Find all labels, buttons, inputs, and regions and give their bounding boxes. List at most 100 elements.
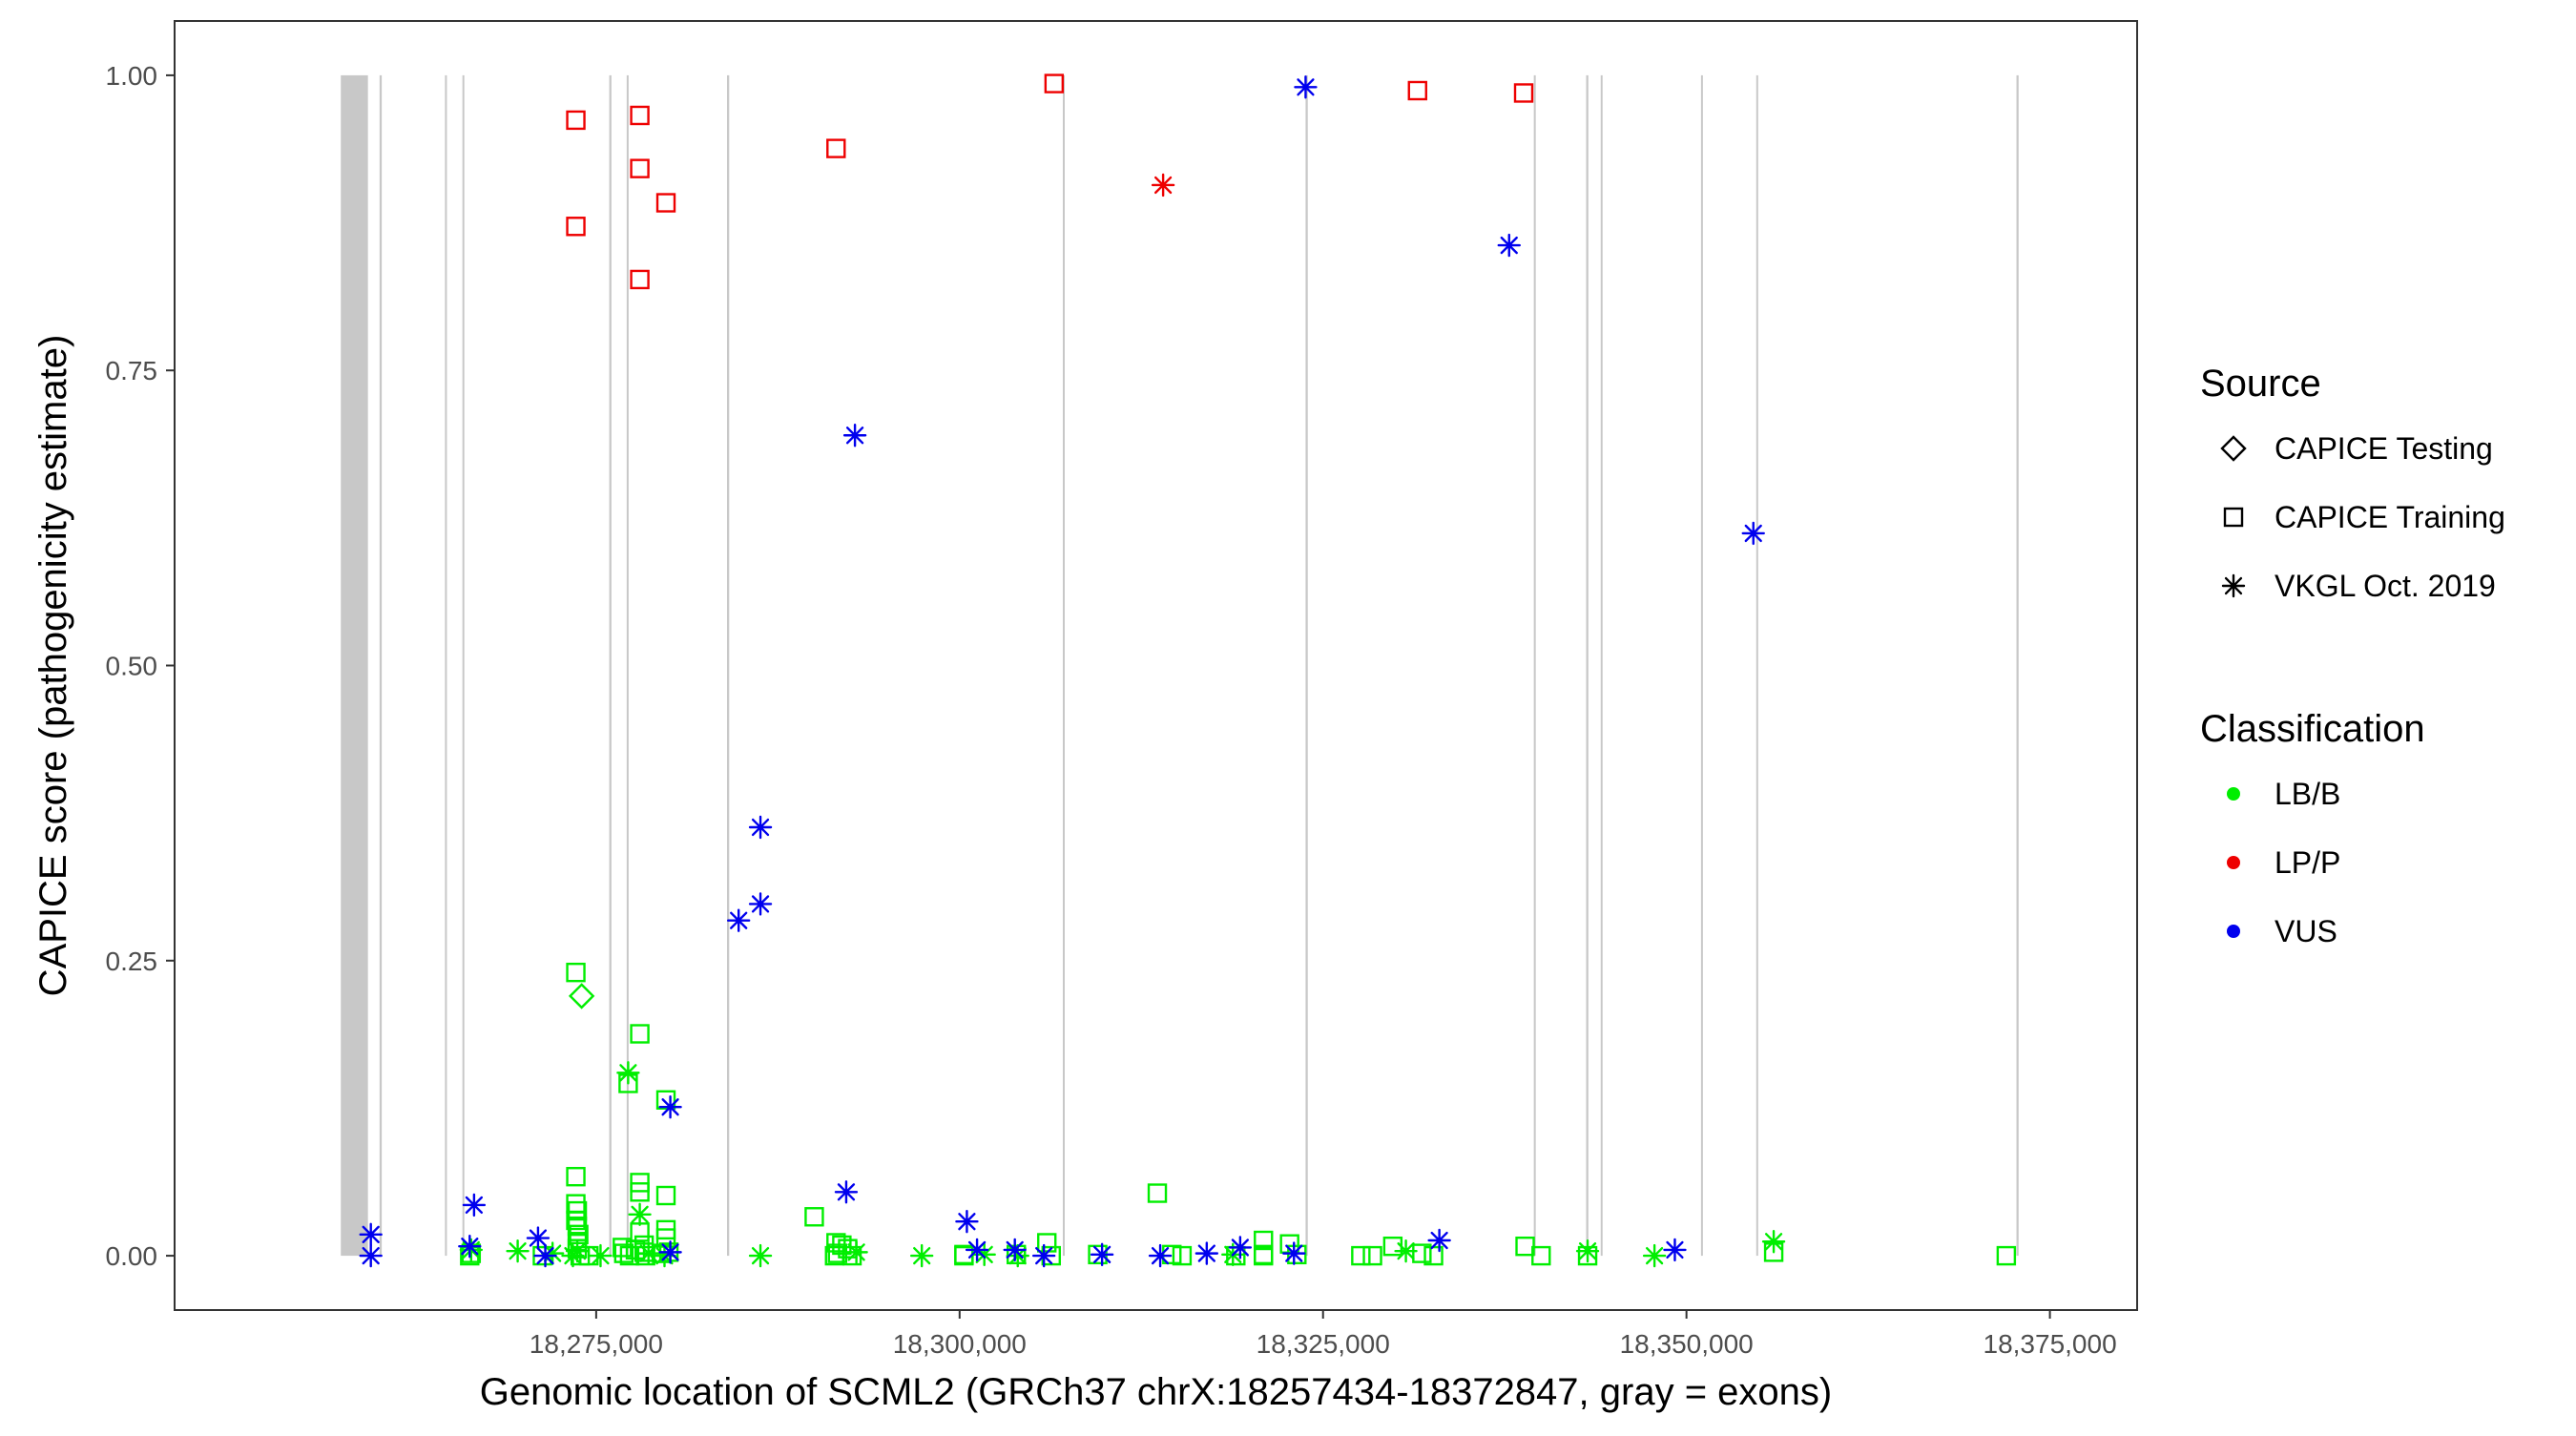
data-point <box>909 1243 934 1268</box>
exon-band <box>1062 74 1065 1257</box>
data-point <box>569 1224 589 1245</box>
data-point <box>1172 1245 1193 1266</box>
data-point <box>653 1243 676 1268</box>
data-point <box>1394 1238 1418 1263</box>
legend-key-LB-B <box>2227 787 2240 801</box>
data-point <box>359 1222 383 1247</box>
y-axis-title: CAPICE score (pathogenicity estimate) <box>32 335 74 997</box>
point-layer <box>359 73 2017 1268</box>
data-point <box>834 1180 859 1204</box>
data-point <box>566 217 586 237</box>
data-point <box>1007 1244 1027 1265</box>
y-tick-label: 0.50 <box>106 652 158 681</box>
data-point <box>628 1202 652 1226</box>
data-point <box>1996 1245 2017 1266</box>
data-point <box>459 1238 484 1262</box>
legend-class-items: LB/B LP/P VUS <box>2227 777 2340 948</box>
data-point <box>566 1210 586 1231</box>
data-point <box>568 983 595 1009</box>
data-point <box>566 110 586 131</box>
data-point <box>827 1243 848 1263</box>
data-point <box>1577 1245 1598 1266</box>
x-tick-label: 18,325,000 <box>1257 1329 1390 1359</box>
legend-key-LP-P <box>2227 856 2240 869</box>
data-point <box>1151 173 1175 198</box>
data-point <box>589 1243 613 1268</box>
data-point <box>636 1241 660 1265</box>
legend-source-items: CAPICE Testing CAPICE Training VKGL Oct. 2… <box>2220 431 2505 603</box>
legend-key-training <box>2223 507 2244 528</box>
data-point <box>566 962 586 983</box>
data-point <box>613 1243 634 1263</box>
legend-class-title: Classification <box>2200 708 2425 750</box>
legend: Source CAPICE Testing CAPICE Training VKGL… <box>2200 363 2505 948</box>
data-point <box>1741 521 1765 546</box>
data-point <box>1412 1243 1432 1263</box>
legend-key-VUS <box>2227 925 2240 938</box>
legend-source-title: Source <box>2200 363 2321 405</box>
x-tick-label: 18,300,000 <box>893 1329 1027 1359</box>
data-point <box>1497 233 1521 258</box>
legend-label-vkgl: VKGL Oct. 2019 <box>2275 569 2496 603</box>
data-point <box>1006 1243 1029 1268</box>
data-point <box>826 138 846 158</box>
x-tick-label: 18,275,000 <box>530 1329 663 1359</box>
x-tick-label: 18,375,000 <box>1984 1329 2117 1359</box>
data-point <box>658 1240 682 1264</box>
legend-label-LP-P: LP/P <box>2275 845 2340 880</box>
data-point <box>748 815 773 840</box>
x-tick-label: 18,350,000 <box>1620 1329 1754 1359</box>
data-point <box>566 1166 586 1187</box>
x-axis-title: Genomic location of SCML2 (GRCh37 chrX:1… <box>480 1371 1832 1413</box>
exon-band <box>626 74 629 1257</box>
data-point <box>540 1241 565 1265</box>
data-point <box>1531 1245 1551 1266</box>
data-point <box>1427 1228 1451 1253</box>
data-point <box>630 158 650 178</box>
data-point <box>655 1185 676 1206</box>
data-point <box>804 1207 824 1227</box>
data-point <box>533 1243 557 1268</box>
exon-band <box>1305 74 1308 1257</box>
data-point <box>1287 1244 1307 1265</box>
exon-band <box>1755 74 1758 1257</box>
data-point <box>1407 80 1427 101</box>
data-point <box>359 1243 383 1268</box>
x-axis: 18,275,000 18,300,000 18,325,000 18,350,000… <box>530 1310 2117 1359</box>
exon-band <box>445 74 447 1257</box>
data-point <box>748 892 773 916</box>
data-point <box>458 1234 482 1259</box>
data-point <box>561 1243 585 1268</box>
data-point <box>1195 1241 1219 1265</box>
data-point <box>1761 1230 1786 1254</box>
exon-band <box>462 74 465 1257</box>
data-point <box>619 1245 640 1266</box>
data-point <box>1362 1245 1382 1266</box>
data-point <box>616 1061 640 1085</box>
legend-label-training: CAPICE Training <box>2275 500 2505 534</box>
legend-label-VUS: VUS <box>2275 914 2337 948</box>
data-point <box>1228 1236 1253 1259</box>
data-point <box>630 1024 650 1044</box>
exon-band <box>1586 74 1589 1257</box>
data-point <box>1003 1238 1027 1262</box>
data-point <box>748 1243 773 1268</box>
data-point <box>1763 1242 1784 1262</box>
data-point <box>1282 1241 1306 1265</box>
data-point <box>1090 1242 1114 1267</box>
y-tick-label: 1.00 <box>106 61 158 91</box>
data-point <box>726 908 751 932</box>
data-point <box>506 1238 530 1263</box>
exon-band <box>727 74 730 1257</box>
data-point <box>844 1240 868 1264</box>
data-point <box>1147 1183 1168 1203</box>
legend-label-LB-B: LB/B <box>2275 777 2340 811</box>
data-point <box>1642 1243 1667 1268</box>
data-point <box>1294 75 1318 99</box>
data-point <box>1575 1238 1600 1263</box>
y-axis: 0.00 0.25 0.50 0.75 1.00 <box>106 61 175 1271</box>
data-point <box>630 1182 650 1202</box>
data-point <box>630 105 650 126</box>
